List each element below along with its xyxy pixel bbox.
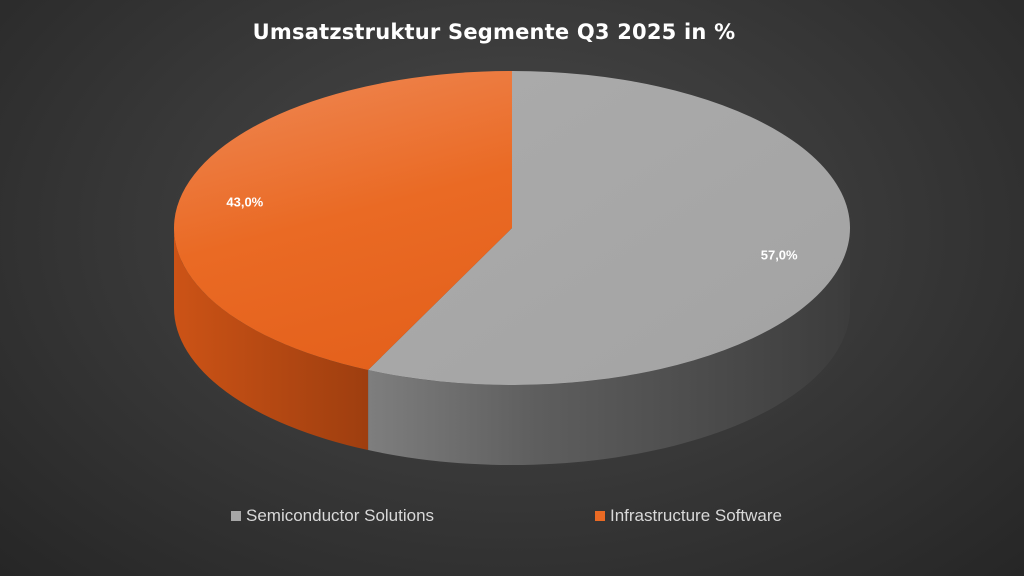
slice-infrastructure-software-side [174,228,369,451]
pie-labels: 57,0% 43,0% [226,195,798,263]
slice-infrastructure-software [174,71,513,371]
legend-item-infrastructure-software: Infrastructure Software [595,506,782,526]
legend-swatch-orange [595,511,605,521]
data-label-semiconductor-solutions: 57,0% [761,247,798,262]
legend-label: Semiconductor Solutions [246,506,435,525]
legend-item-semiconductor-solutions: Semiconductor Solutions [231,506,434,526]
chart-title: Umsatzstruktur Segmente Q3 2025 in % [252,20,736,44]
data-label-infrastructure-software: 43,0% [226,195,263,210]
pie-tops [174,71,850,385]
legend: Semiconductor Solutions Infrastructure S… [0,506,1024,530]
legend-swatch-gray [231,511,241,521]
slice-semiconductor-solutions [368,71,850,385]
slice-semiconductor-solutions-side [368,228,850,466]
pie-sides [174,228,850,466]
legend-label: Infrastructure Software [610,506,782,525]
